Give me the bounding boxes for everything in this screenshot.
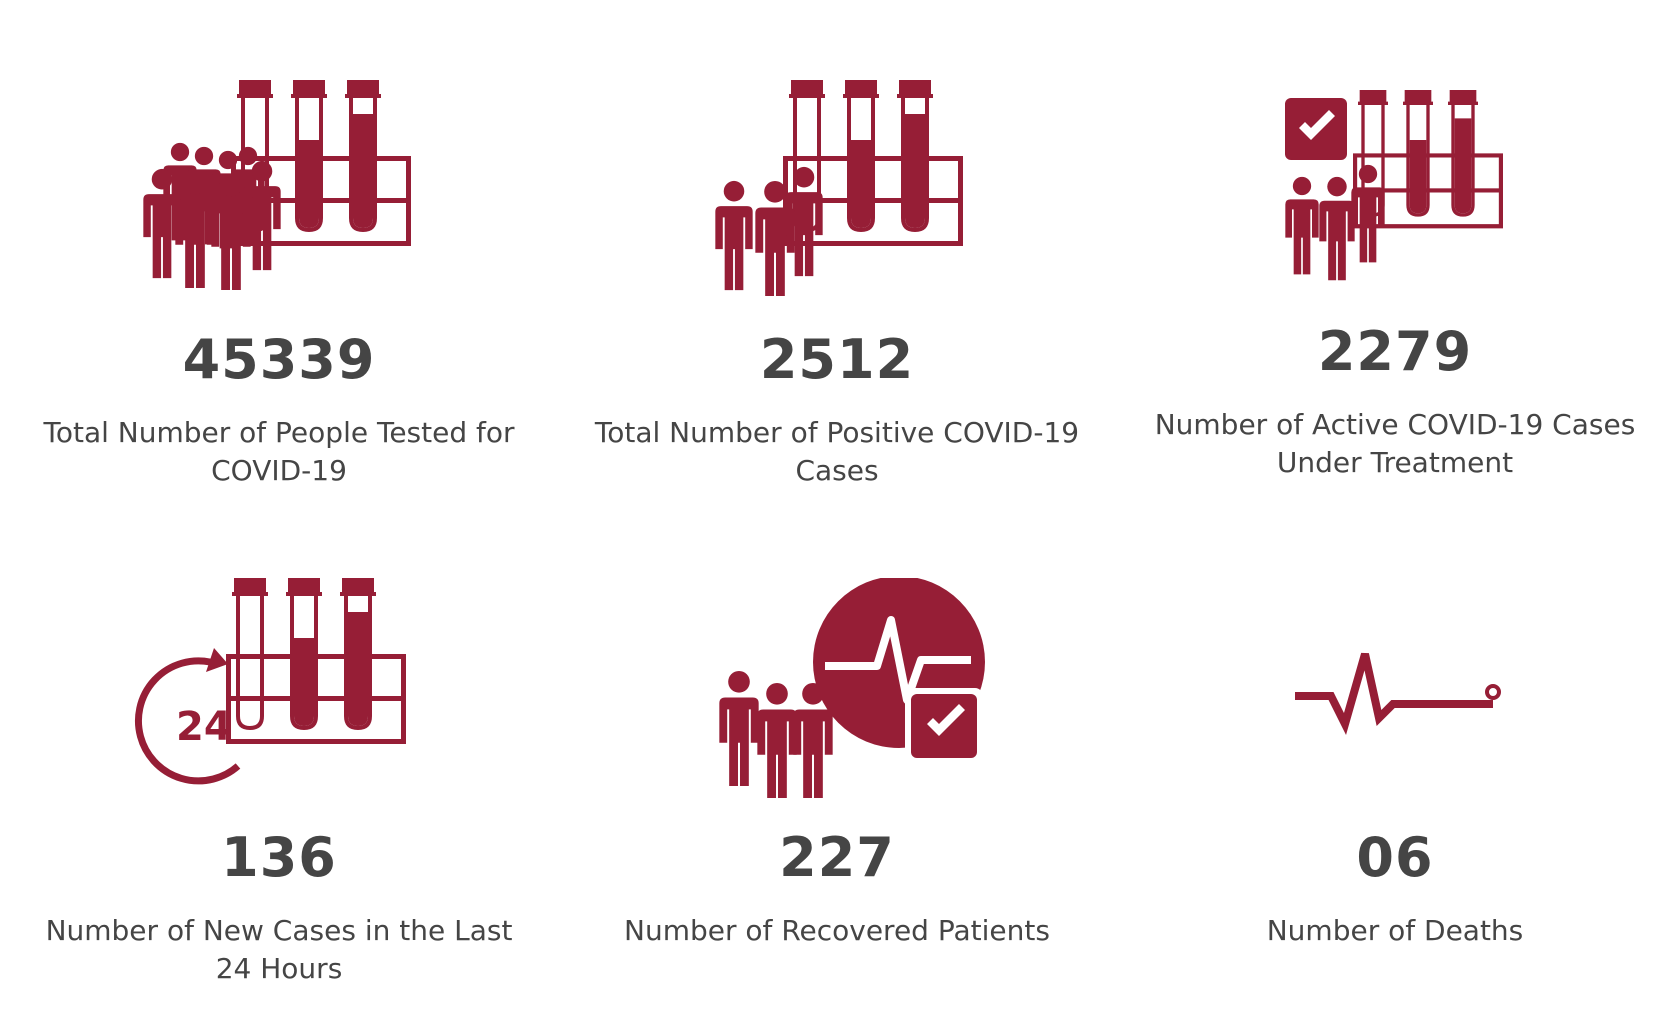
stat-value: 136 [221,826,337,889]
active-cases-checkbox-icon [1116,72,1674,322]
stat-value: 227 [779,826,895,889]
svg-text:24: 24 [176,704,232,750]
stat-card-new-cases-24h: 24 136 Number of New Cases in the Last 2… [0,578,558,988]
stat-label: Total Number of People Tested for COVID-… [43,416,515,487]
stat-value: 2512 [759,328,915,391]
stat-label: Number of Deaths [1266,914,1524,947]
people-with-test-tubes-icon [0,80,558,330]
stat-card-people-tested: 45339 Total Number of People Tested for … [0,80,558,490]
stat-card-deaths: 06 Number of Deaths [1116,578,1674,950]
stat-label: Number of Active COVID-19 Cases Under Tr… [1154,408,1636,479]
stat-card-recovered: 227 Number of Recovered Patients [558,578,1116,950]
stat-label: Number of Recovered Patients [624,914,1050,947]
stat-value: 2279 [1317,320,1473,383]
24-hours-test-tubes-icon: 24 [0,578,558,828]
stat-label: Total Number of Positive COVID-19 Cases [594,416,1080,487]
flatline-heartbeat-icon [1116,578,1674,828]
positive-test-tubes-icon [558,80,1116,330]
stat-value: 06 [1356,826,1434,889]
recovered-heartbeat-icon [558,578,1116,828]
stat-label: Number of New Cases in the Last 24 Hours [45,914,513,985]
stat-card-positive-cases: 2512 Total Number of Positive COVID-19 C… [558,80,1116,490]
stat-value: 45339 [182,328,376,391]
stat-card-active-cases: 2279 Number of Active COVID-19 Cases Und… [1116,72,1674,482]
